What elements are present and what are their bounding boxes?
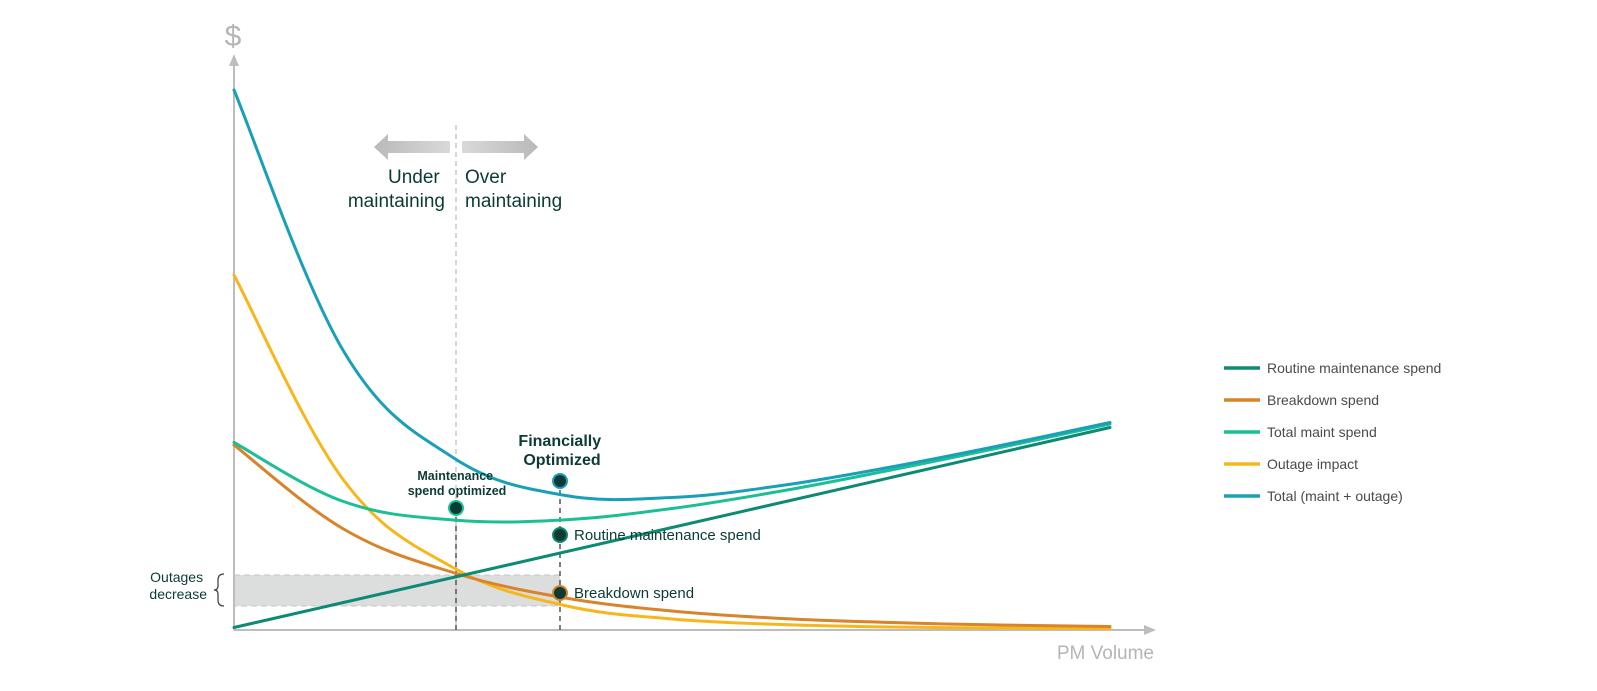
outages-decrease-line2: decrease xyxy=(149,586,207,602)
maintenance-optimized-line1: Maintenance xyxy=(417,469,493,483)
markers xyxy=(448,473,568,601)
maintenance-optimized-line2: spend optimized xyxy=(408,484,507,498)
bracket-icon xyxy=(213,573,225,607)
legend-label: Outage impact xyxy=(1267,456,1358,472)
marker-routine-spend xyxy=(552,527,568,543)
outages-decrease-line1: Outages xyxy=(150,569,203,585)
over-maintaining-arrow-icon xyxy=(462,134,538,160)
legend-item: Routine maintenance spend xyxy=(1224,360,1441,376)
y-axis-arrow-icon xyxy=(229,54,239,66)
maintenance-optimized-label: Maintenance spend optimized xyxy=(408,469,507,498)
legend-item: Total (maint + outage) xyxy=(1224,488,1403,504)
over-maintaining-label: Over maintaining xyxy=(465,167,562,212)
x-axis-arrow-icon xyxy=(1144,625,1156,635)
under-maintaining-label: Under maintaining xyxy=(348,167,445,212)
outages-decrease-label: Outages decrease xyxy=(149,569,207,602)
legend-label: Total maint spend xyxy=(1267,424,1377,440)
over-maintaining-line2: maintaining xyxy=(465,191,562,212)
series-group xyxy=(232,88,1112,630)
series-line-total-maint-spend xyxy=(232,422,1112,524)
legend-item: Breakdown spend xyxy=(1224,392,1379,408)
under-maintaining-line2: maintaining xyxy=(348,191,445,212)
x-axis-title: PM Volume xyxy=(1057,643,1154,664)
marker-financially-optimized xyxy=(552,473,568,489)
series-line-breakdown-spend xyxy=(232,443,1112,628)
financially-optimized-line2: Optimized xyxy=(523,452,600,469)
legend: Routine maintenance spend Breakdown spend… xyxy=(1224,360,1441,504)
axes xyxy=(229,54,1156,635)
over-maintaining-line1: Over xyxy=(465,167,507,188)
series-line-total-maint-outage xyxy=(232,88,1112,502)
breakdown-spend-point-label: Breakdown spend xyxy=(574,585,694,602)
legend-item: Total maint spend xyxy=(1224,424,1377,440)
routine-spend-point-label: Routine maintenance spend xyxy=(574,527,761,544)
legend-label: Breakdown spend xyxy=(1267,392,1379,408)
series-line-routine-maintenance-spend xyxy=(232,426,1112,629)
financially-optimized-label: Financially Optimized xyxy=(518,433,605,469)
y-axis-title: $ xyxy=(225,20,242,53)
under-maintaining-arrow-icon xyxy=(374,134,450,160)
legend-label: Total (maint + outage) xyxy=(1267,488,1403,504)
marker-maintenance-optimized xyxy=(448,500,464,516)
financially-optimized-line1: Financially xyxy=(518,433,601,450)
series-line-outage-impact xyxy=(232,273,1112,630)
marker-breakdown-spend xyxy=(552,585,568,601)
legend-item: Outage impact xyxy=(1224,456,1358,472)
under-maintaining-line1: Under xyxy=(388,167,440,188)
legend-label: Routine maintenance spend xyxy=(1267,360,1441,376)
